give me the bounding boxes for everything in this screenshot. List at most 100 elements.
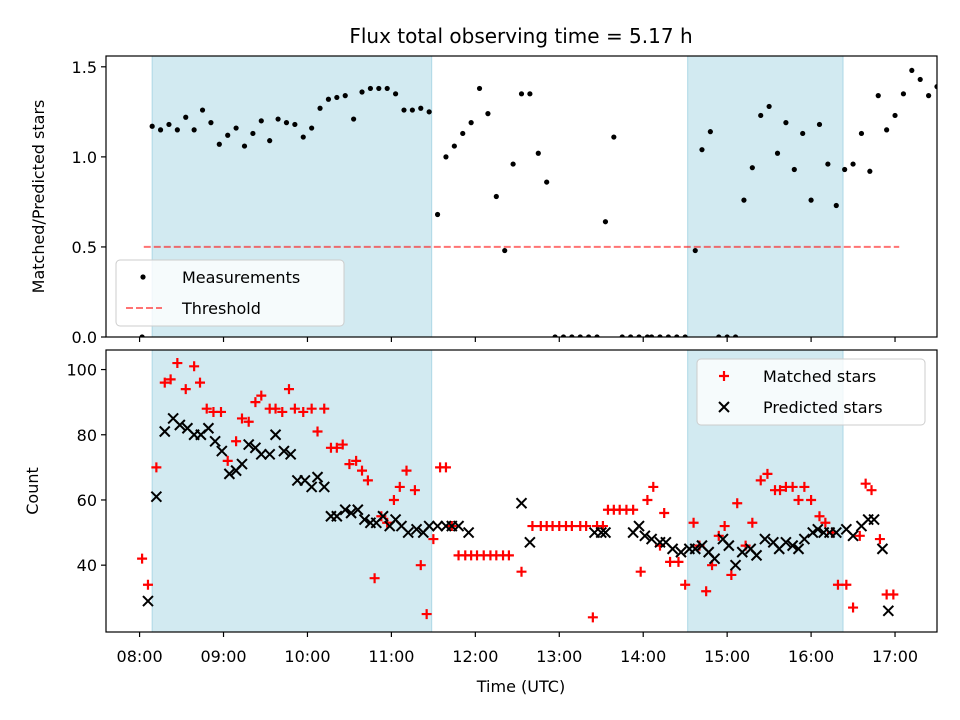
matched-point — [775, 485, 786, 496]
matched-point — [701, 586, 712, 597]
predicted-point — [599, 526, 612, 539]
measurement-point — [858, 130, 865, 137]
matched-point — [298, 406, 309, 417]
measurement-point — [892, 112, 898, 119]
measurement-point — [283, 120, 290, 126]
matched-point — [642, 494, 653, 505]
measurement-point — [493, 193, 499, 200]
predicted-point — [209, 435, 221, 447]
measurement-point — [351, 116, 357, 122]
predicted-point — [759, 533, 771, 545]
plot-area — [139, 67, 937, 337]
matched-point — [421, 609, 432, 620]
matched-point — [866, 485, 877, 496]
legend-marker — [719, 371, 729, 381]
measurement-point — [808, 197, 814, 203]
measurement-point — [258, 118, 264, 124]
measurement-point — [900, 91, 907, 97]
matched-point — [665, 556, 676, 567]
matched-point — [854, 530, 865, 541]
measurement-point — [594, 334, 600, 337]
x-axis-label: Time (UTC) — [476, 677, 565, 696]
measurement-point — [800, 130, 806, 137]
matched-point — [369, 573, 380, 584]
matched-point — [860, 478, 871, 489]
x-tick-label: 08:00 — [117, 647, 163, 666]
x-tick-label: 12:00 — [452, 647, 498, 666]
matched-point — [159, 377, 170, 388]
matched-point — [289, 403, 300, 414]
legend-label: Threshold — [181, 299, 261, 318]
matched-point — [566, 521, 577, 532]
y-axis-label: Count — [23, 467, 42, 515]
measurement-point — [674, 334, 680, 337]
measurement-point — [692, 247, 698, 254]
measurement-point — [636, 334, 642, 337]
y-tick-label: 1.5 — [72, 58, 97, 77]
matched-point — [747, 517, 758, 528]
measurement-point — [183, 114, 189, 120]
measurement-point — [611, 134, 617, 140]
matched-point — [755, 475, 766, 486]
measurement-point — [309, 125, 315, 131]
measurement-point — [392, 91, 399, 97]
matched-point — [581, 521, 592, 532]
matched-point — [142, 579, 153, 590]
predicted-point — [263, 448, 276, 461]
matched-point — [848, 602, 859, 613]
legend-label: Matched stars — [763, 367, 876, 386]
predicted-point — [142, 595, 154, 607]
measurement-point — [909, 67, 915, 74]
matched-point — [415, 560, 426, 571]
measurement-point — [502, 247, 508, 254]
matched-point — [762, 468, 773, 479]
legend-label: Measurements — [182, 268, 300, 287]
predicted-point — [807, 526, 819, 539]
predicted-point — [708, 552, 721, 565]
matched-point — [428, 534, 439, 545]
measurement-point — [208, 120, 214, 126]
measurement-point — [409, 107, 415, 113]
y-tick-label: 0.5 — [72, 238, 97, 257]
measurement-point — [619, 334, 625, 337]
predicted-point — [792, 543, 805, 555]
x-tick-label: 13:00 — [536, 647, 582, 666]
measurement-point — [842, 166, 848, 173]
measurement-point — [741, 197, 747, 203]
matched-point — [787, 481, 798, 492]
matched-point — [165, 374, 176, 385]
predicted-point — [278, 445, 290, 457]
matched-point — [231, 436, 242, 447]
matched-point — [440, 462, 451, 473]
measurement-point — [716, 334, 722, 337]
measurement-point — [766, 103, 772, 110]
predicted-point — [633, 520, 645, 532]
predicted-point — [269, 429, 282, 441]
measurement-point — [657, 334, 663, 337]
predicted-point — [216, 445, 228, 457]
predicted-point — [318, 481, 330, 493]
measurement-point — [926, 93, 932, 99]
measurement-point — [325, 96, 332, 102]
predicted-point — [868, 513, 880, 526]
measurement-point — [191, 127, 197, 133]
predicted-point — [223, 468, 236, 480]
matched-point — [680, 579, 691, 590]
measurement-point — [535, 150, 541, 156]
measurement-point — [225, 132, 231, 138]
predicted-point — [452, 520, 465, 532]
ratio-panel: 0.0 0.5 1.0 1.5 Matched/Predicted stars Measu… — [29, 55, 938, 347]
measurement-point — [552, 334, 558, 337]
predicted-point — [410, 523, 423, 536]
measurement-point — [292, 121, 298, 128]
measurement-point — [199, 107, 206, 113]
predicted-point — [150, 490, 163, 503]
matched-point — [189, 361, 200, 372]
matched-point — [719, 521, 730, 532]
predicted-point — [812, 523, 824, 536]
matched-point — [388, 494, 399, 505]
measurement-point — [300, 134, 306, 140]
matched-point — [337, 439, 348, 450]
predicted-point — [255, 448, 267, 461]
matched-point — [799, 481, 810, 492]
